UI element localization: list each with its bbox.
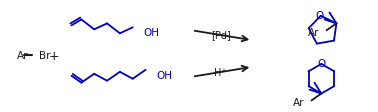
Text: +: + — [48, 49, 59, 62]
Text: Ar: Ar — [17, 51, 29, 60]
Text: H⁺: H⁺ — [214, 67, 227, 77]
Text: Ar: Ar — [308, 28, 320, 38]
Text: Ar: Ar — [293, 98, 305, 107]
Text: OH: OH — [156, 70, 172, 80]
Text: Br: Br — [39, 51, 50, 60]
Text: [Pd]: [Pd] — [211, 30, 231, 40]
Text: O: O — [316, 11, 324, 20]
Text: OH: OH — [144, 28, 160, 38]
Text: O: O — [317, 58, 325, 68]
